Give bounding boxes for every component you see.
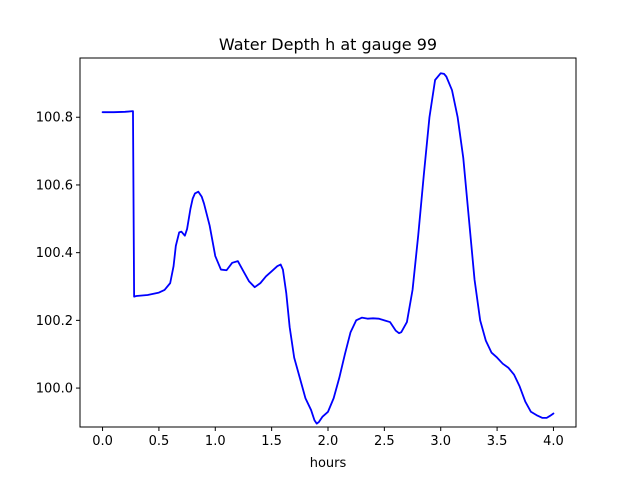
y-tick-label: 100.6 bbox=[36, 178, 73, 193]
y-tick-label: 100.0 bbox=[36, 382, 73, 397]
axis-ticks: 0.0 0.5 1.0 1.5 2.0 2.5 3.0 3.5 4.0 100.0 100.2 100… bbox=[36, 111, 564, 449]
series-line-1 bbox=[101, 72, 555, 425]
x-tick-label: 4.0 bbox=[543, 434, 564, 449]
chart-title: Water Depth h at gauge 99 bbox=[219, 35, 437, 54]
x-tick-label: 0.5 bbox=[149, 434, 170, 449]
x-tick-label: 2.0 bbox=[318, 434, 339, 449]
plot-frame bbox=[79, 57, 577, 428]
y-tick-label: 100.8 bbox=[36, 111, 73, 126]
y-tick-label: 100.4 bbox=[36, 246, 73, 261]
y-tick-label: 100.2 bbox=[36, 314, 73, 329]
x-tick-label: 0.0 bbox=[92, 434, 113, 449]
x-tick-label: 2.5 bbox=[374, 434, 395, 449]
x-tick-label: 1.0 bbox=[205, 434, 226, 449]
x-axis-label: hours bbox=[310, 456, 347, 471]
x-tick-label: 1.5 bbox=[261, 434, 282, 449]
x-tick-label: 3.5 bbox=[487, 434, 508, 449]
series-layer bbox=[101, 72, 555, 425]
x-tick-label: 3.0 bbox=[430, 434, 451, 449]
